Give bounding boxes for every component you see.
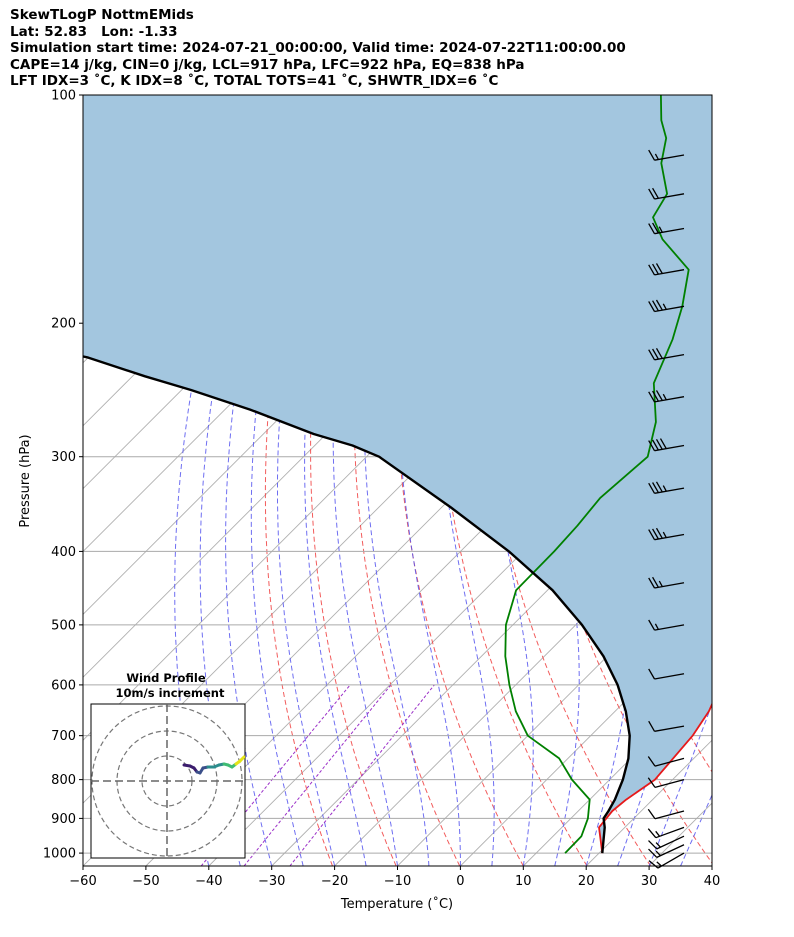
x-tick-label: −10 — [384, 874, 411, 889]
y-tick-label: 200 — [51, 317, 76, 332]
stability-line-1: CAPE=14 j/kg, CIN=0 j/kg, LCL=917 hPa, L… — [10, 56, 525, 73]
isotherm — [334, 487, 712, 866]
y-tick-label: 1000 — [43, 847, 76, 862]
wind-barb — [648, 263, 685, 276]
x-tick-label: 10 — [515, 874, 532, 889]
wind-barbs — [647, 149, 685, 869]
moist-adiabat — [174, 95, 270, 866]
wind-barb — [648, 835, 685, 850]
dewpoint-trace — [504, 95, 690, 854]
y-tick-label: 600 — [51, 678, 76, 693]
y-tick-label: 900 — [51, 812, 76, 827]
wind-barb — [648, 187, 685, 200]
wind-barb — [648, 438, 685, 452]
lat-lon: Lat: 52.83 Lon: -1.33 — [10, 23, 178, 40]
isotherm — [397, 550, 712, 866]
y-tick-label: 300 — [51, 450, 76, 465]
wind-barb — [647, 777, 685, 789]
moist-adiabat — [225, 95, 304, 866]
y-tick-label: 800 — [51, 773, 76, 788]
moist-adiabat — [199, 95, 287, 866]
wind-barb — [648, 844, 685, 858]
wind-barb — [648, 347, 685, 361]
y-axis-label: Pressure (hPa) — [18, 434, 33, 527]
station-title: SkewTLogP NottmEMids — [10, 7, 194, 23]
y-tick-label: 100 — [51, 89, 76, 104]
stability-line-2: LFT IDX=3 ˚C, K IDX=8 ˚C, TOTAL TOTS=41 … — [10, 73, 499, 89]
x-tick-label: −20 — [321, 874, 348, 889]
hodograph-trace — [182, 755, 245, 775]
y-tick-label: 500 — [51, 618, 76, 633]
x-tick-label: 20 — [578, 874, 595, 889]
dry-adiabat — [751, 95, 794, 866]
dry-adiabat — [783, 95, 794, 866]
wind-barb — [648, 390, 685, 403]
mixing-ratio-line — [243, 684, 392, 866]
wind-barb — [647, 808, 685, 820]
y-axis-ticks: 100 200 300 400 500 600 700 800 900 1000 — [43, 89, 83, 862]
x-tick-label: −30 — [258, 874, 285, 889]
temperature-trace — [598, 702, 712, 854]
wind-barb — [648, 576, 685, 589]
x-tick-label: −60 — [69, 874, 96, 889]
wind-barb — [648, 619, 685, 631]
x-tick-label: −40 — [195, 874, 222, 889]
parcel-trace — [83, 355, 631, 854]
x-tick-label: 0 — [456, 874, 464, 889]
profile-traces — [83, 95, 712, 854]
wind-barb — [647, 826, 685, 839]
time-info: Simulation start time: 2024-07-21_00:00:… — [10, 40, 626, 56]
cape-area — [83, 95, 712, 854]
inset-subtitle: 10m/s increment — [116, 686, 225, 700]
moist-adiabat — [680, 793, 712, 866]
wind-profile-inset: Wind Profile 10m/s increment — [90, 671, 246, 859]
x-tick-label: 40 — [704, 874, 721, 889]
wind-barb — [648, 720, 685, 732]
x-axis-ticks: −60 −50 −40 −30 −20 −10 0 10 20 30 40 — [69, 866, 720, 889]
inset-title: Wind Profile — [126, 671, 206, 685]
mixing-ratio-line — [289, 684, 435, 866]
x-tick-label: −50 — [132, 874, 159, 889]
isotherm — [460, 613, 712, 866]
x-tick-label: 30 — [641, 874, 658, 889]
wind-barb — [647, 756, 685, 767]
cape-shading — [83, 95, 712, 854]
wind-barb — [648, 299, 685, 313]
x-axis-label: Temperature (˚C) — [340, 896, 453, 912]
wind-barb — [648, 222, 685, 235]
y-tick-label: 700 — [51, 729, 76, 744]
chart-title-block: SkewTLogP NottmEMids Lat: 52.83 Lon: -1.… — [10, 7, 626, 90]
moist-adiabat — [648, 702, 712, 866]
wind-barb — [648, 481, 685, 494]
y-tick-label: 400 — [51, 545, 76, 560]
wind-barb — [648, 527, 685, 541]
hodograph-segment — [238, 755, 245, 763]
wind-barb — [648, 149, 685, 161]
isotherm — [711, 865, 712, 866]
dry-adiabat — [718, 95, 794, 866]
wind-barb — [648, 668, 685, 680]
